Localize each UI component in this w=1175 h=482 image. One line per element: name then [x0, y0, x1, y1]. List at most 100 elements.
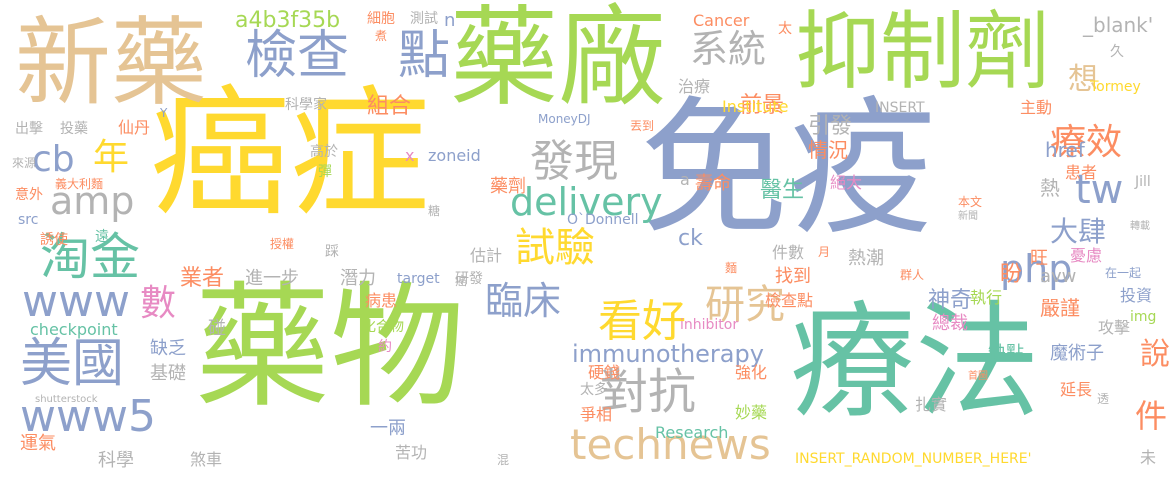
word: 憂慮	[1070, 246, 1103, 265]
word: 出擊	[15, 121, 43, 137]
word: 缺點	[988, 343, 1024, 364]
word: delivery	[510, 180, 663, 224]
word: src	[18, 212, 39, 228]
word: x	[405, 146, 415, 165]
word: 爭相	[580, 405, 613, 424]
word: 扎實	[915, 395, 948, 414]
word: 美國	[20, 334, 125, 394]
word: INSERT_RANDOM_NUMBER_HERE'	[795, 451, 1032, 467]
word: 來源	[12, 156, 37, 170]
word: inhibitor	[680, 317, 739, 333]
word: 業者	[180, 266, 225, 291]
word: 估計	[470, 246, 503, 265]
word: 神奇	[928, 288, 973, 313]
word: Research	[655, 423, 729, 442]
word: 首圖	[968, 371, 988, 382]
word: 煮	[375, 29, 388, 43]
word: 在一起	[1105, 266, 1142, 280]
word: checkpoint	[30, 320, 118, 339]
word: 授權	[270, 237, 295, 251]
word: 大肆	[1050, 215, 1107, 248]
word: tw	[1075, 167, 1124, 213]
word: www	[22, 276, 130, 327]
word: INSERT	[875, 100, 925, 116]
word: 臨床	[485, 279, 562, 323]
word: 意外	[15, 187, 43, 203]
word: 苦功	[395, 443, 428, 462]
word: 旺	[1030, 248, 1048, 269]
word: 基礎	[150, 363, 186, 384]
word: 找到	[775, 266, 811, 287]
word: 攻擊	[1098, 318, 1131, 337]
word: target	[397, 271, 440, 287]
word: immunotherapy	[572, 340, 764, 368]
word: 潛力	[340, 268, 376, 289]
word: 新聞	[958, 211, 978, 222]
word: 治療	[678, 77, 711, 96]
word: 運氣	[20, 433, 56, 454]
word: 煞車	[190, 450, 223, 469]
word: 群人	[900, 268, 925, 282]
word: Institute	[722, 97, 789, 116]
word: 主動	[1020, 98, 1053, 117]
word: 執行	[970, 288, 1003, 307]
word: 仙丹	[118, 118, 151, 137]
word: shutterstock	[35, 394, 98, 405]
word: 療法	[790, 290, 1040, 435]
word: 件	[1135, 397, 1168, 435]
word: 絕大	[830, 173, 863, 192]
word: 彈	[318, 164, 332, 180]
word: 總裁	[932, 313, 968, 334]
word: 月	[818, 245, 831, 259]
word: 對抗	[600, 364, 697, 420]
word: MoneyDJ	[538, 112, 591, 126]
word: www5	[20, 391, 156, 442]
word: cb	[32, 139, 75, 180]
word: 太	[778, 21, 792, 37]
word: 壽命	[695, 173, 731, 194]
word: 麵	[725, 261, 738, 275]
word: 丟到	[630, 119, 655, 133]
word: O`Donnell	[567, 212, 639, 228]
word: 引發	[808, 114, 853, 139]
word: Jill	[1135, 174, 1151, 190]
word: 藥廠	[450, 0, 667, 121]
word: 細胞	[367, 11, 395, 27]
word: 癌	[455, 274, 468, 288]
word: 年	[93, 137, 130, 178]
word: 科學	[98, 450, 134, 471]
word: n	[444, 10, 456, 31]
word: 遠	[95, 229, 109, 245]
word: avw	[1040, 266, 1077, 287]
word: technews	[570, 420, 771, 469]
word: 淘金	[40, 228, 140, 286]
word: href	[1045, 138, 1085, 162]
word: 投資	[1120, 286, 1153, 305]
word: amp	[50, 179, 135, 223]
word: Cancer	[693, 11, 750, 30]
word: 硬錢	[588, 363, 621, 382]
word: _blank'	[1083, 13, 1154, 37]
word: 太多	[580, 382, 608, 398]
word: a	[680, 170, 690, 189]
word: 療效	[1050, 122, 1123, 163]
word: 高於	[310, 144, 338, 160]
word: 抑制劑	[795, 3, 1051, 102]
word: 點	[398, 26, 451, 86]
word: 延長	[1060, 380, 1093, 399]
word: 義大利麵	[55, 177, 104, 191]
word: 前景	[740, 93, 785, 118]
word: 研究	[705, 282, 785, 328]
word: 系統	[690, 27, 767, 71]
word: 發現	[530, 136, 618, 187]
word: 癌症	[150, 73, 431, 236]
word: 未	[1140, 448, 1157, 467]
word: 藥劑	[490, 176, 526, 197]
word: 檢查點	[765, 291, 814, 310]
word: 妙藥	[735, 403, 768, 422]
word: 看好	[598, 296, 686, 347]
word: 投藥	[60, 121, 88, 137]
word: 進一步	[245, 268, 299, 289]
word: 醫生	[760, 178, 805, 203]
